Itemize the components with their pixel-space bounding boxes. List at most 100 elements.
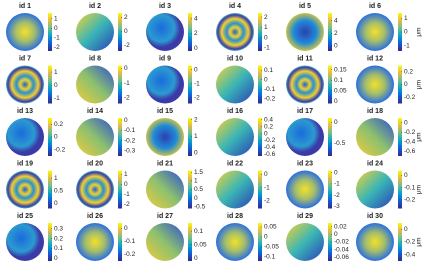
surface-map: [286, 223, 324, 261]
colorbar-tick-label: 2: [194, 30, 198, 37]
colorbar-tick-label: 0: [404, 226, 408, 233]
unit-label: μm: [416, 185, 423, 194]
surface-map: [146, 170, 184, 209]
colorbar-tick-label: -2: [124, 42, 130, 49]
panel-title: id 19: [17, 160, 33, 167]
colorbar-tick-label: 0.1: [334, 77, 343, 84]
colorbar-tick-label: -0.2: [404, 94, 416, 101]
colorbar-tick-label: 0: [194, 255, 198, 262]
surface-map: [76, 13, 114, 51]
colorbar-tick-label: -1: [54, 95, 60, 102]
colorbar-tick-label: -0.1: [124, 238, 136, 245]
colorbar-tick-label: -2: [54, 44, 60, 51]
panel: id 30 0 -0.2 -0.4μm: [356, 213, 423, 261]
panel: id 4 2 1 0 -1: [216, 3, 270, 52]
colorbar-tick-label: 0: [54, 82, 58, 89]
colorbar-tick-label: 0.3: [54, 226, 63, 233]
colorbar: [258, 13, 262, 51]
panel-title: id 17: [297, 108, 313, 115]
colorbar-tick-label: 0: [194, 66, 198, 73]
panel-title: id 10: [227, 55, 243, 62]
surface-map: [6, 65, 44, 104]
colorbar-tick-label: 0.2: [264, 123, 273, 130]
panel: id 21 1.5 10.5 0-0.5: [146, 160, 206, 210]
colorbar: [398, 170, 402, 209]
colorbar-tick-label: -0.1: [264, 86, 276, 93]
surface-map: [146, 223, 184, 261]
panel-title: id 11: [297, 55, 313, 62]
colorbar-tick-label: 0: [264, 76, 268, 83]
panel-title: id 14: [87, 108, 103, 115]
surface-map: [6, 13, 44, 51]
surface-map: [216, 118, 254, 156]
unit-label: μm: [416, 132, 423, 141]
colorbar: [188, 13, 192, 51]
colorbar: [258, 170, 262, 209]
panel: id 8 0 -1 -2: [76, 55, 130, 104]
surface-map: [146, 118, 184, 156]
colorbar-tick-label: 0: [404, 81, 408, 88]
surface-map: [76, 65, 114, 104]
surface-map: [76, 170, 114, 209]
colorbar-tick-label: 0.05: [334, 88, 347, 95]
panel: id 24 0 -0.1 -0.2μm: [356, 160, 423, 209]
colorbar-tick-label: 0.4: [264, 116, 273, 123]
panel: id 13 0.2 0 -0.2: [6, 108, 66, 156]
colorbar-tick-label: -0.5: [334, 140, 346, 147]
panel: id 19 1 0.5 0: [6, 160, 63, 209]
panel-title: id 3: [159, 3, 171, 10]
colorbar-tick-label: 0: [54, 200, 58, 207]
colorbar-tick-label: -0.2: [264, 137, 276, 144]
surface-map: [146, 65, 184, 104]
colorbar-tick-label: 2: [124, 14, 128, 21]
surface-map: [216, 13, 254, 51]
panel: id 10 0.1 0 -0.1 -0.2: [216, 55, 276, 104]
colorbar: [328, 170, 332, 209]
colorbar: [328, 223, 332, 261]
colorbar-tick-label: -1: [194, 81, 200, 88]
colorbar: [398, 65, 402, 104]
panel: id 9 0 -1 -2: [146, 55, 200, 104]
colorbar-tick-label: 2: [194, 116, 198, 123]
colorbar-tick-label: 0.5: [54, 187, 63, 194]
colorbar: [188, 170, 192, 209]
colorbar-tick-label: 1: [404, 15, 408, 22]
panel: id 17 0 -0.5: [286, 108, 346, 156]
panel: id 18 0 -0.2 -0.4 -0.6μm: [356, 108, 423, 156]
panel: id 2 2 0 -2: [76, 3, 130, 51]
colorbar-tick-label: 0.1: [264, 67, 273, 74]
colorbar-tick-label: -0.4: [264, 144, 276, 151]
colorbar-tick-label: -0.6: [404, 148, 416, 155]
panel: id 6 1 0 -1 μm: [356, 3, 423, 51]
colorbar-tick-label: -0.1: [124, 127, 136, 134]
panel-title: id 2: [89, 3, 101, 10]
colorbar: [258, 118, 262, 156]
colorbar-tick-label: 0.1: [194, 228, 203, 235]
colorbar-tick-label: 0: [54, 255, 58, 262]
surface-map: [216, 170, 254, 209]
colorbar-tick-label: -2: [124, 201, 130, 208]
colorbar-tick-label: 0: [264, 34, 268, 41]
colorbar-tick-label: -0.3: [124, 148, 136, 155]
colorbar-tick-label: 0: [334, 98, 338, 105]
panel: id 27 0.1 0.05 0: [146, 213, 207, 262]
colorbar-tick-label: -3: [334, 203, 340, 210]
colorbar-tick-label: 0: [124, 225, 128, 232]
panel: id 1 1 0 -1 -2: [6, 3, 60, 51]
panel-title: id 18: [367, 108, 383, 115]
colorbar-tick-label: 0.2: [54, 235, 63, 242]
colorbar: [328, 13, 332, 51]
colorbar-tick-label: 0: [334, 231, 338, 238]
colorbar: [398, 13, 402, 51]
colorbar-tick-label: -0.5: [194, 203, 206, 210]
colorbar-tick-label: 0: [194, 45, 198, 52]
colorbar-tick-label: 1: [194, 178, 198, 185]
panel: id 29 0.020-0.02-0.04-0.06: [286, 213, 349, 261]
panel: id 22 0 -1 -2: [216, 160, 270, 209]
colorbar: [398, 118, 402, 156]
colorbar-tick-label: 2: [334, 30, 338, 37]
colorbar: [328, 118, 332, 156]
colorbar-tick-label: 0.2: [404, 69, 413, 76]
